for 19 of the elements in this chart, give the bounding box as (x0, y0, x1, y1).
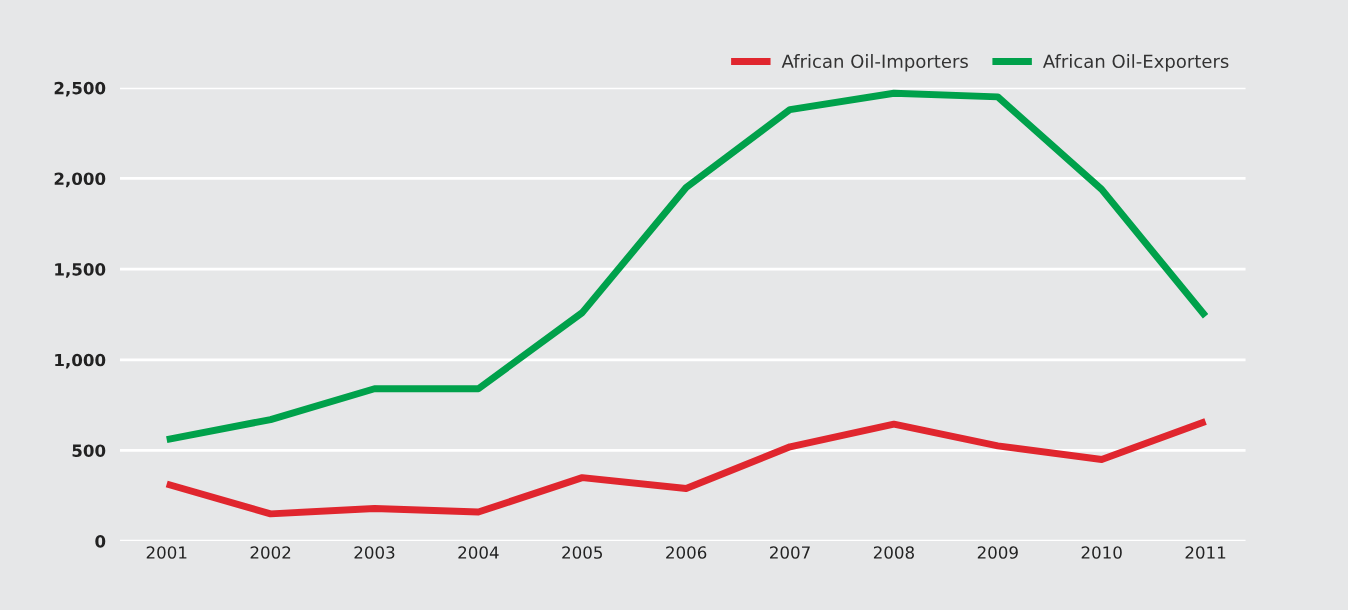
x-tick-label: 2002 (250, 546, 291, 559)
x-tick-label: 2011 (1185, 546, 1226, 559)
x-tick-label: 2006 (666, 546, 707, 559)
x-tick-label: 2003 (354, 546, 395, 559)
legend-label: African Oil-Importers (781, 54, 968, 72)
x-tick-label: 2009 (977, 546, 1018, 559)
legend-label: African Oil-Exporters (1042, 54, 1229, 72)
x-tick-label: 2001 (146, 546, 187, 559)
x-tick-label: 2010 (1081, 546, 1122, 559)
x-tick-label: 2004 (458, 546, 499, 559)
x-tick-label: 2005 (562, 546, 603, 559)
y-tick-label: 1,000 (55, 353, 106, 369)
x-tick-label: 2008 (873, 546, 914, 559)
y-tick-label: 0 (95, 535, 106, 548)
x-tick-label: 2007 (770, 546, 810, 559)
y-tick-label: 2,000 (54, 172, 106, 188)
y-tick-label: 500 (72, 444, 106, 457)
y-tick-label: 2,500 (54, 81, 106, 97)
y-tick-label: 1,500 (55, 263, 106, 278)
